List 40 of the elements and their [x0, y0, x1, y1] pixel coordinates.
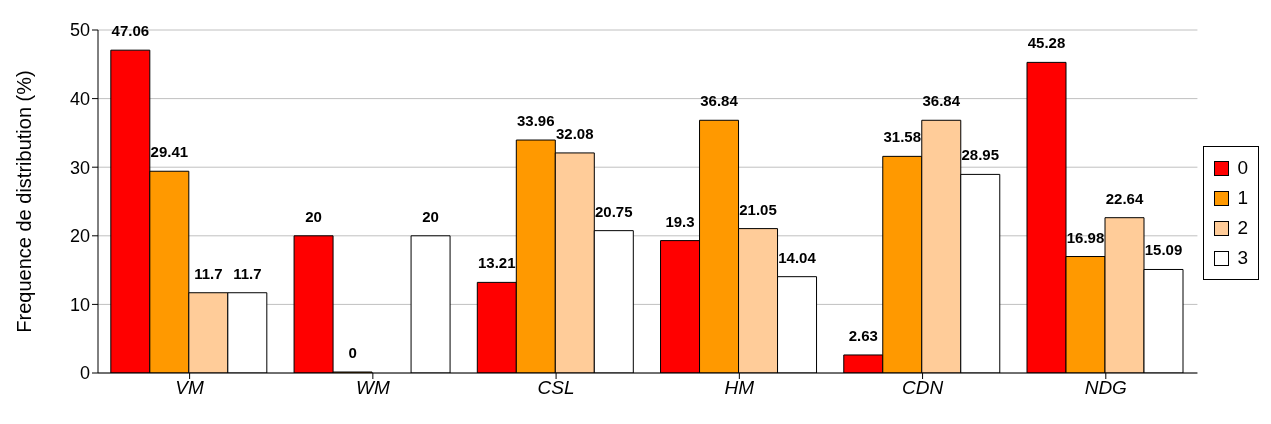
y-tick-label: 0 [79, 363, 90, 384]
y-tick-label: 10 [69, 294, 90, 315]
data-label: 31.58 [883, 128, 922, 146]
data-label: 20 [305, 207, 322, 225]
data-label: 45.28 [1027, 34, 1066, 52]
data-label: 33.96 [517, 112, 555, 130]
data-label: 20.75 [595, 202, 633, 220]
data-label: 29.41 [150, 143, 189, 161]
x-tick-label: VM [175, 377, 205, 399]
data-label: 20 [422, 207, 439, 225]
y-tick-label: 40 [69, 88, 90, 109]
data-label: 19.3 [665, 212, 695, 230]
data-label: 0 [348, 344, 357, 361]
data-label: 36.84 [700, 92, 739, 110]
data-label: 13.21 [478, 254, 516, 272]
y-tick-label: 30 [69, 157, 90, 178]
data-label: 21.05 [739, 200, 777, 218]
data-label: 47.06 [111, 22, 150, 40]
y-tick-label: 20 [69, 226, 90, 247]
x-tick-label: NDG [1084, 377, 1127, 399]
data-label: 2.63 [848, 326, 878, 344]
legend-label: 0 [1237, 156, 1248, 180]
data-label: 28.95 [961, 146, 1000, 164]
data-label: 16.98 [1066, 228, 1105, 246]
data-label: 15.09 [1144, 241, 1183, 259]
data-label: 14.04 [778, 248, 817, 266]
data-label: 36.84 [922, 92, 961, 110]
legend-label: 3 [1237, 246, 1248, 270]
data-label: 11.7 [194, 264, 223, 282]
x-tick-label: CDN [901, 377, 944, 399]
legend-label: 2 [1237, 216, 1248, 240]
x-tick-label: CSL [537, 377, 575, 399]
y-axis-title: Frequence de distribution (%) [13, 70, 36, 333]
data-label: 11.7 [233, 264, 262, 282]
x-tick-label: HM [724, 377, 755, 399]
legend-label: 1 [1237, 186, 1248, 210]
data-label: 32.08 [556, 124, 594, 142]
y-tick-label: 50 [69, 20, 90, 41]
data-label: 22.64 [1105, 189, 1144, 207]
x-tick-label: WM [355, 377, 390, 399]
